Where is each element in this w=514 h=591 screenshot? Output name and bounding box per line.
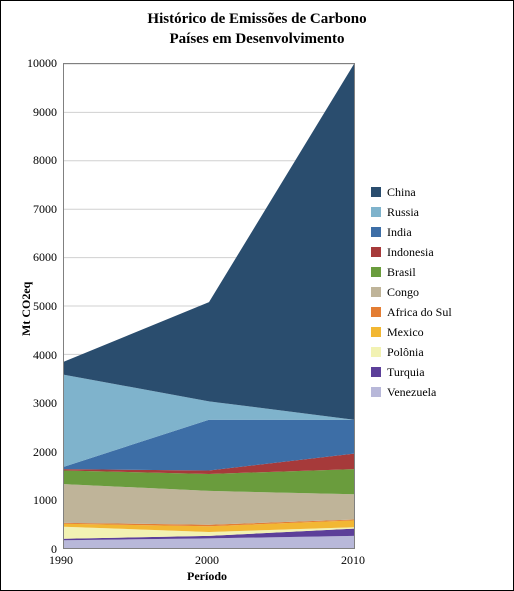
chart-title-line2: Países em Desenvolvimento	[1, 31, 513, 48]
legend-item: Venezuela	[371, 383, 452, 401]
legend-label: Russia	[387, 203, 419, 221]
y-tick-label: 7000	[33, 202, 57, 217]
legend: China Russia India Indonesia Brasil Congo Afri…	[371, 181, 452, 403]
legend-label: Congo	[387, 283, 419, 301]
legend-swatch	[371, 387, 381, 397]
y-tick-label: 1000	[33, 493, 57, 508]
legend-item: China	[371, 183, 452, 201]
x-axis-label: Período	[187, 569, 227, 584]
legend-swatch	[371, 367, 381, 377]
y-tick-label: 6000	[33, 250, 57, 265]
area-svg	[64, 64, 354, 548]
y-axis-label: Mt CO2eq	[19, 282, 34, 336]
legend-swatch	[371, 267, 381, 277]
legend-label: Brasil	[387, 263, 416, 281]
legend-label: Indonesia	[387, 243, 434, 261]
plot-area	[63, 63, 355, 549]
legend-item: Africa do Sul	[371, 303, 452, 321]
legend-label: Venezuela	[387, 383, 436, 401]
legend-swatch	[371, 347, 381, 357]
legend-label: India	[387, 223, 412, 241]
y-tick-label: 10000	[27, 56, 57, 71]
legend-item: Turquia	[371, 363, 452, 381]
area-series	[64, 64, 354, 420]
chart-title-line1: Histórico de Emissões de Carbono	[1, 11, 513, 28]
legend-label: China	[387, 183, 416, 201]
x-tick-label: 2010	[341, 553, 365, 568]
y-tick-label: 9000	[33, 105, 57, 120]
x-tick-label: 1990	[49, 553, 73, 568]
legend-item: Polônia	[371, 343, 452, 361]
legend-swatch	[371, 227, 381, 237]
y-tick-label: 2000	[33, 445, 57, 460]
y-tick-label: 3000	[33, 396, 57, 411]
chart-frame: Histórico de Emissões de Carbono Países …	[0, 0, 514, 591]
legend-label: Turquia	[387, 363, 425, 381]
legend-swatch	[371, 187, 381, 197]
legend-label: Mexico	[387, 323, 424, 341]
legend-item: India	[371, 223, 452, 241]
legend-item: Brasil	[371, 263, 452, 281]
legend-label: Polônia	[387, 343, 424, 361]
legend-swatch	[371, 207, 381, 217]
x-tick-label: 2000	[195, 553, 219, 568]
legend-label: Africa do Sul	[387, 303, 452, 321]
legend-swatch	[371, 307, 381, 317]
legend-item: Mexico	[371, 323, 452, 341]
legend-swatch	[371, 287, 381, 297]
y-tick-label: 8000	[33, 153, 57, 168]
legend-item: Russia	[371, 203, 452, 221]
y-tick-label: 4000	[33, 348, 57, 363]
legend-item: Congo	[371, 283, 452, 301]
legend-swatch	[371, 327, 381, 337]
legend-swatch	[371, 247, 381, 257]
legend-item: Indonesia	[371, 243, 452, 261]
y-tick-label: 5000	[33, 299, 57, 314]
